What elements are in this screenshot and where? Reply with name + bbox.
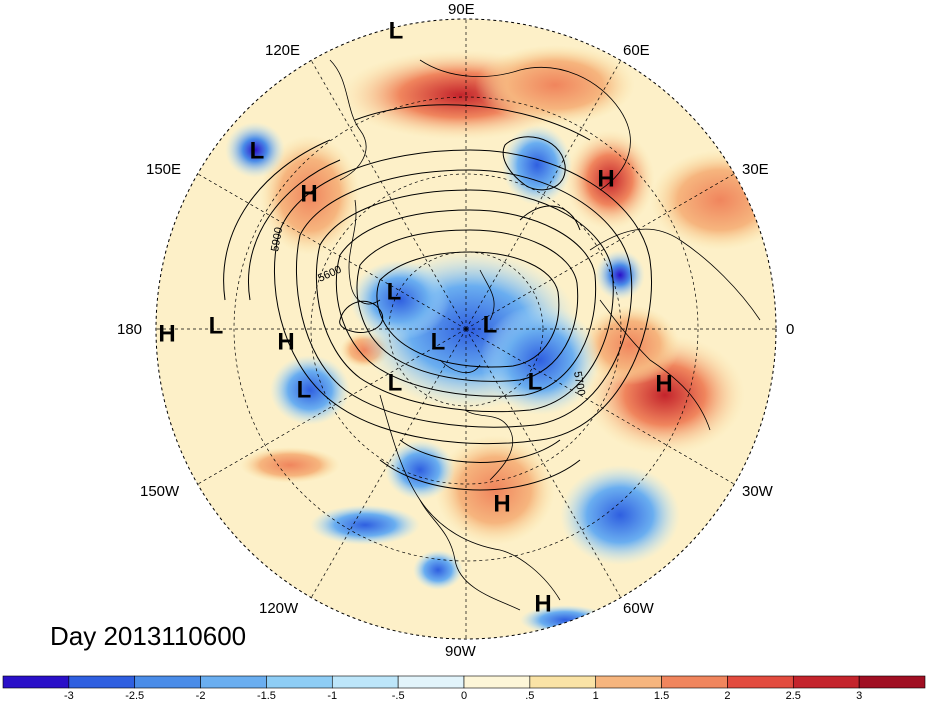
- pressure-low-marker: L: [209, 312, 224, 339]
- pressure-high-marker: H: [655, 370, 672, 397]
- colorbar-tick-label: -1.5: [257, 690, 276, 702]
- pressure-low-marker: L: [387, 278, 402, 305]
- colorbar-tick-label: 1: [593, 690, 599, 702]
- pressure-low-marker: L: [388, 369, 403, 396]
- colorbar-tick-label: 2: [724, 690, 730, 702]
- colorbar-swatch: [858, 675, 926, 689]
- colorbar-tick-label: -2.5: [125, 690, 144, 702]
- pressure-low-marker: L: [431, 328, 446, 355]
- lon-label-150e: 150E: [146, 161, 181, 178]
- lon-label-30w: 30W: [742, 483, 774, 500]
- colorbar-swatch: [2, 675, 70, 689]
- colorbar-swatch: [266, 675, 333, 689]
- colorbar-tick-label: -2: [196, 690, 206, 702]
- colorbar-swatch: [529, 675, 597, 689]
- anomaly-field: [156, 19, 776, 639]
- colorbar-swatch: [68, 675, 136, 689]
- colorbar-swatch: [595, 675, 662, 689]
- pressure-systems: L L H H L L L L H L L L L L H H H H L: [158, 17, 672, 617]
- pressure-high-marker: H: [493, 490, 510, 517]
- lon-label-30e: 30E: [742, 161, 769, 178]
- lon-label-120w: 120W: [259, 600, 299, 617]
- colorbar-tick-label: 2.5: [786, 690, 801, 702]
- pressure-low-marker: L: [528, 368, 543, 395]
- pressure-high-marker: H: [158, 320, 175, 347]
- pressure-high-marker: H: [597, 165, 614, 192]
- colorbar-swatch: [727, 675, 794, 689]
- lon-label-60w: 60W: [623, 600, 655, 617]
- pressure-low-marker: L: [250, 137, 265, 164]
- colorbar-swatch: [792, 675, 860, 689]
- contour-label-5900: 5900: [269, 226, 285, 252]
- colorbar-swatch: [331, 675, 399, 689]
- longitude-labels: 90E 60E 30E 0 30W 60W 90W 120W 150W 180 …: [117, 1, 794, 660]
- colorbar: -3 -2.5 -2 -1.5 -1 -.5 0 .5 1 1.5 2 2.5 3: [2, 675, 926, 702]
- lon-label-90w: 90W: [445, 643, 477, 660]
- map-boundary: [155, 18, 777, 640]
- contour-label-5700: 5700: [571, 370, 587, 396]
- colorbar-swatch: [200, 675, 267, 689]
- colorbar-swatch: [661, 675, 728, 689]
- lon-label-150w: 150W: [140, 483, 180, 500]
- colorbar-tick-label: .5: [525, 690, 534, 702]
- colorbar-tick-label: 3: [856, 690, 862, 702]
- pressure-low-marker: L: [297, 376, 312, 403]
- pressure-low-marker: L: [389, 17, 404, 44]
- lon-label-0: 0: [786, 321, 794, 338]
- pressure-low-marker: L: [483, 311, 498, 338]
- pressure-high-marker: H: [534, 590, 551, 617]
- pressure-high-marker: H: [277, 328, 294, 355]
- colorbar-swatch: [463, 675, 531, 689]
- pressure-high-marker: H: [300, 180, 317, 207]
- colorbar-tick-label: -3: [64, 690, 74, 702]
- day-label: Day 2013110600: [50, 621, 246, 651]
- lon-label-90e: 90E: [448, 1, 475, 18]
- colorbar-tick-label: -1: [327, 690, 337, 702]
- lon-label-60e: 60E: [623, 42, 650, 59]
- lon-label-120e: 120E: [265, 42, 300, 59]
- colorbar-tick-label: 1.5: [654, 690, 669, 702]
- colorbar-tick-label: -.5: [392, 690, 405, 702]
- colorbar-tick-label: 0: [461, 690, 467, 702]
- colorbar-swatch: [397, 675, 465, 689]
- lon-label-180: 180: [117, 321, 142, 338]
- colorbar-swatch: [134, 675, 201, 689]
